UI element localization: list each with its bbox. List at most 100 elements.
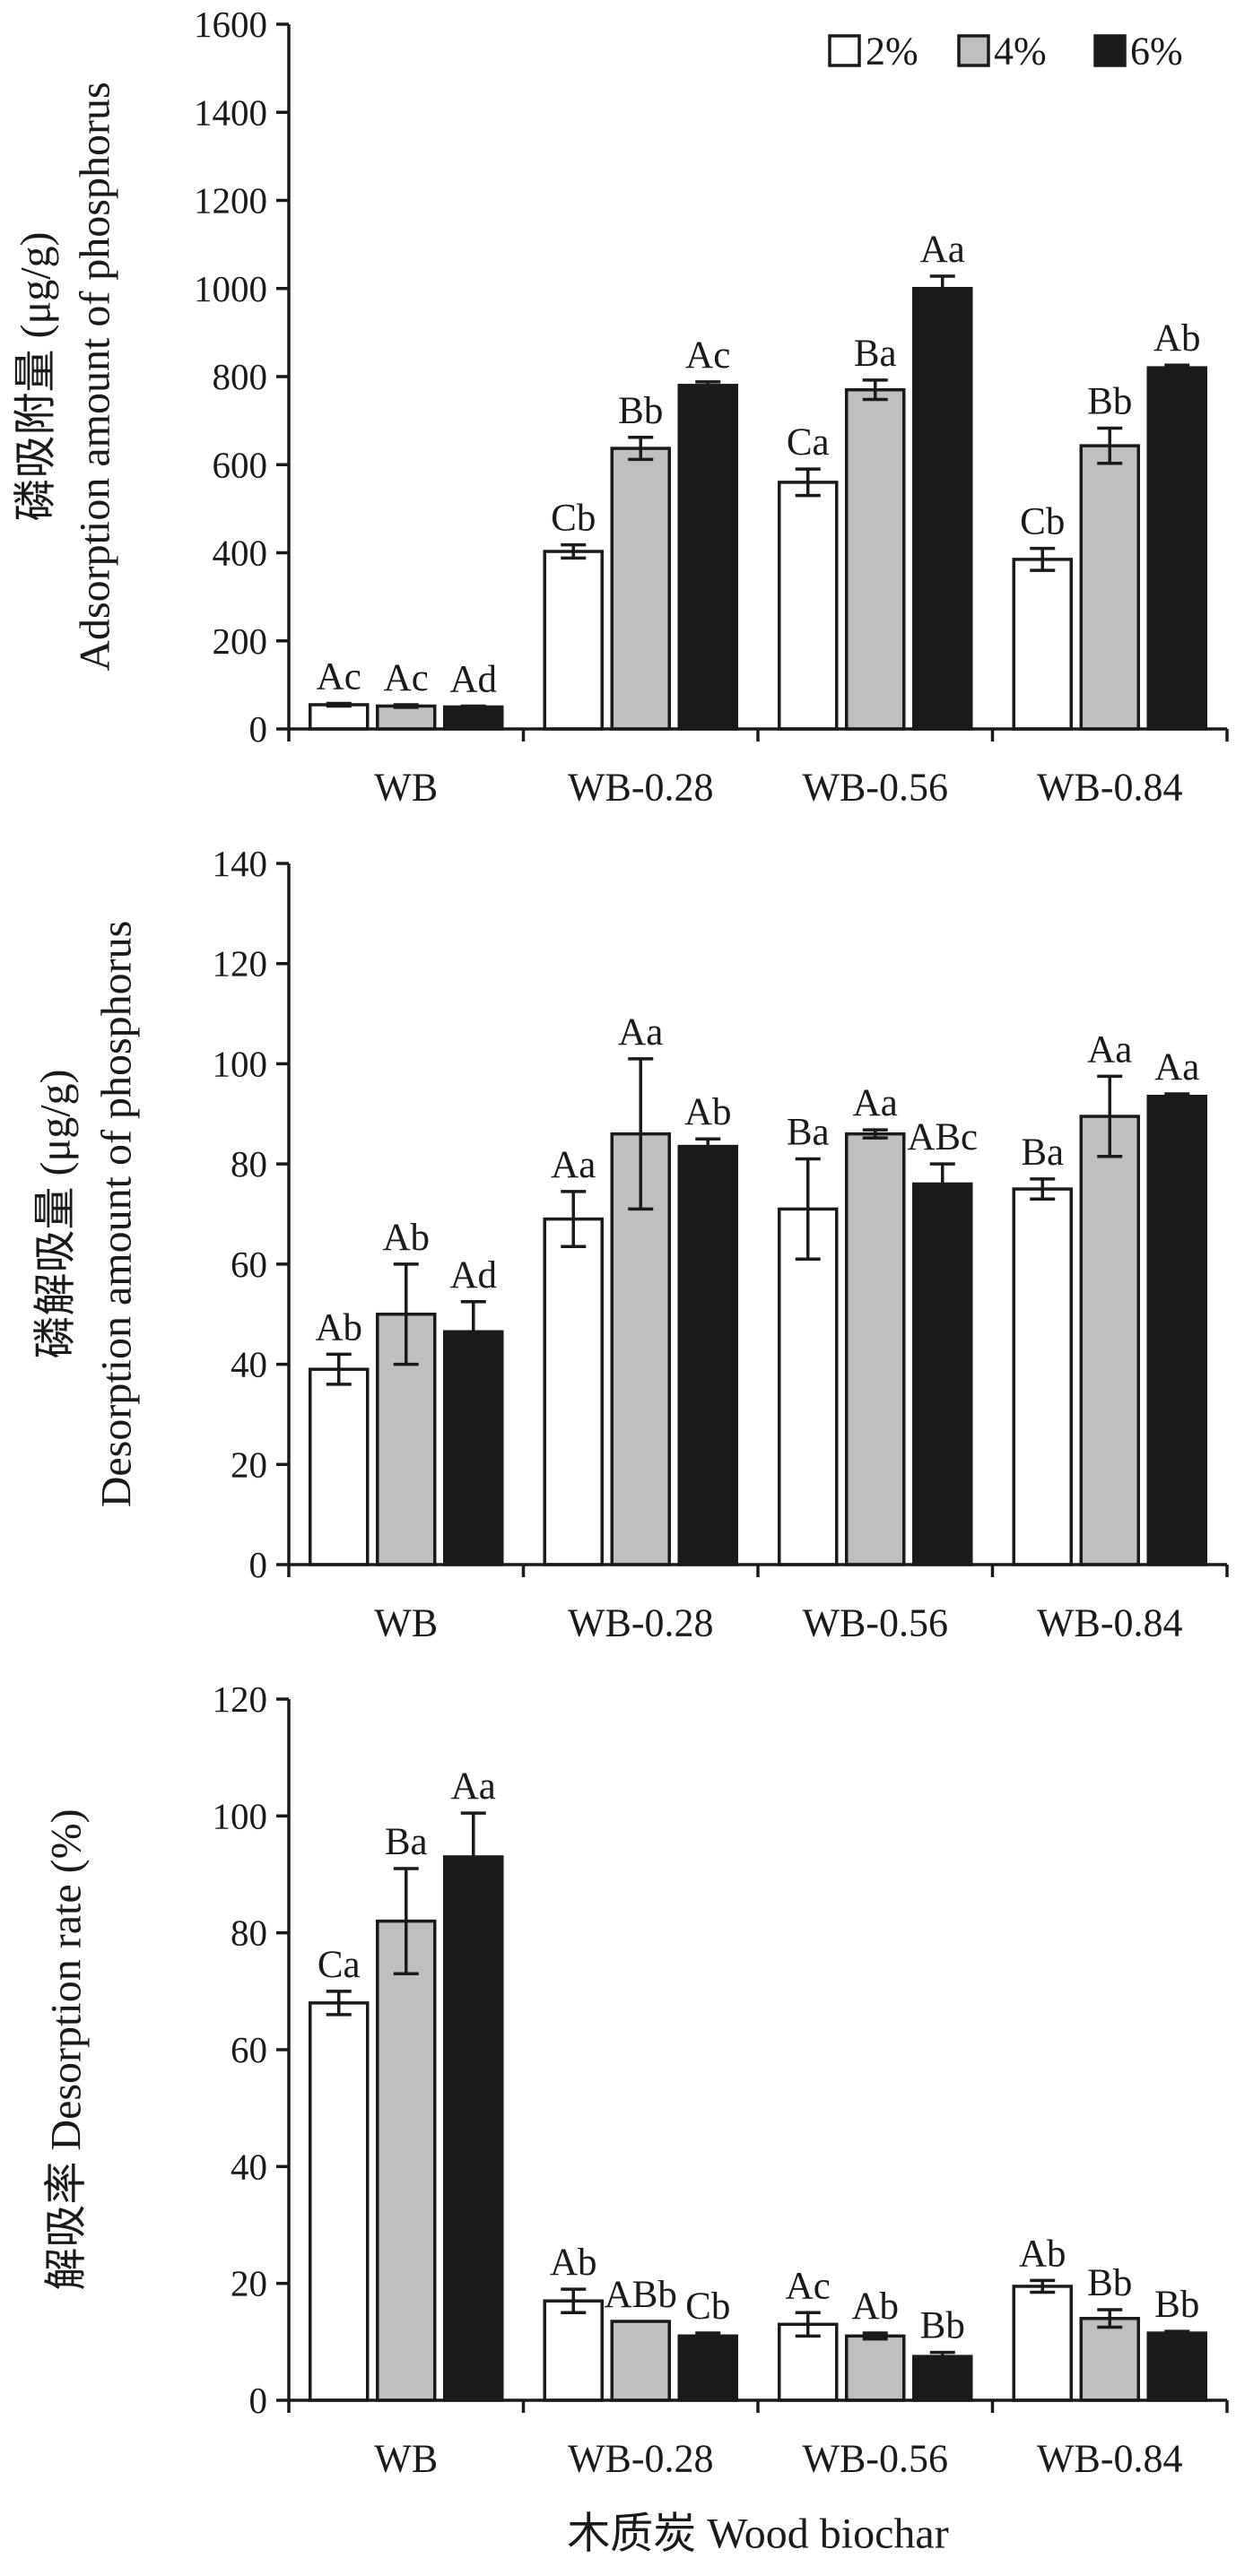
significance-letter: Ac [384,657,429,699]
bar-4pct [845,387,906,731]
significance-letter: Ca [787,421,830,464]
significance-letter: Cb [1020,501,1065,543]
bar-6pct [912,1182,973,1566]
significance-letter: Ab [1153,317,1201,360]
significance-letter: Aa [551,1144,596,1186]
y-tick-label: 20 [231,2263,267,2304]
significance-letter: Ab [550,2242,597,2284]
x-axis-title: 木质炭 Wood biochar [567,2511,948,2558]
x-category-label: WB-0.84 [1037,1601,1183,1645]
significance-letter: Ab [382,1217,430,1259]
y-axis-label-cn: 磷吸附量 (μg/g) [13,231,60,521]
significance-letter: Bb [1087,2262,1132,2304]
significance-letter: Ab [315,1306,362,1349]
significance-letter: Ba [385,1821,428,1863]
y-tick-label: 120 [213,943,268,984]
significance-letter: Ab [851,2285,899,2328]
bar-4pct [845,1132,906,1566]
y-tick-label: 1600 [194,4,267,45]
significance-letter: Bb [1087,380,1132,422]
y-tick-label: 600 [213,444,268,485]
y-tick-label: 120 [213,1678,268,1720]
significance-letter: Ac [317,656,361,698]
y-tick-label: 100 [213,1043,268,1084]
bar-2pct [778,481,839,731]
significance-letter: Cb [551,498,596,540]
significance-letter: Ca [318,1944,361,1986]
bar-6pct [912,287,973,731]
bar-4pct [610,2320,671,2402]
bar-6pct [443,705,504,731]
bar-6pct [912,2355,973,2402]
bar-6pct [443,1330,504,1566]
bar-4pct [1079,2317,1140,2402]
y-axis-label: 解吸率 Desorption rate (%) [43,1808,91,2290]
bar-6pct [1146,1094,1207,1566]
y-tick-label: 60 [231,2029,267,2070]
x-category-label: WB-0.56 [802,1601,948,1645]
significance-letter: Ba [854,333,897,375]
y-tick-label: 0 [249,708,268,750]
bar-2pct [543,550,604,731]
significance-letter: Ba [787,1112,830,1154]
significance-letter: Ab [1019,2233,1066,2275]
significance-letter: Aa [1154,1046,1199,1089]
bar-4pct [1079,444,1140,731]
x-category-label: WB-0.56 [802,766,948,810]
legend-label-6pct: 6% [1130,30,1183,74]
y-axis-label-en: Desorption amount of phosphorus [93,921,141,1508]
bar-4pct [376,1919,437,2402]
bar-2pct [309,703,370,731]
significance-letter: Cb [685,2285,730,2328]
x-category-label: WB-0.84 [1037,766,1183,810]
bar-2pct [309,2001,370,2402]
y-tick-label: 40 [231,2146,267,2187]
y-tick-label: 400 [213,533,268,574]
bar-4pct [376,704,437,731]
significance-letter: Ba [1021,1132,1064,1174]
y-axis-label-en: Adsorption amount of phosphorus [72,82,119,671]
y-tick-label: 40 [231,1344,267,1385]
significance-letter: Ab [684,1091,732,1133]
x-category-label: WB [374,2437,438,2481]
y-tick-label: 200 [213,620,268,662]
x-category-label: WB-0.84 [1037,2437,1183,2481]
y-tick-label: 0 [249,1544,268,1585]
significance-letter: Bb [618,390,663,432]
significance-letter: Bb [920,2305,965,2347]
y-tick-label: 20 [231,1444,267,1485]
bar-2pct [1012,558,1073,731]
y-tick-label: 80 [231,1912,267,1954]
legend-swatch-4pct [957,34,990,67]
x-category-label: WB [374,766,438,810]
significance-letter: Ad [449,658,497,700]
y-tick-label: 80 [231,1143,267,1184]
significance-letter: Aa [618,1011,663,1054]
y-tick-label: 1000 [194,268,267,309]
x-category-label: WB [374,1601,438,1645]
bar-2pct [543,2299,604,2402]
chart-panel-desorption-rate: 0 20 40 60 80 100 120 WB WB-0.28 WB-0.56 WB-0.84 Ca… [213,1678,1229,2481]
significance-letter: Aa [853,1082,898,1124]
significance-letter: Aa [451,1765,496,1808]
bar-6pct [1146,366,1207,731]
bar-4pct [610,447,671,731]
bar-2pct [1012,1187,1073,1566]
x-category-label: WB-0.28 [568,2437,714,2481]
bar-2pct [543,1217,604,1566]
y-axis-label-cn: 磷解吸量 (μg/g) [32,1069,80,1358]
bar-4pct [845,2334,906,2402]
legend-label-4pct: 4% [994,30,1047,74]
y-tick-label: 100 [213,1795,268,1836]
significance-letter: Aa [1087,1028,1132,1071]
significance-letter: Aa [920,229,965,271]
legend-swatch-6pct [1093,34,1127,67]
bar-6pct [677,1144,738,1566]
bar-2pct [1012,2285,1073,2402]
y-tick-label: 800 [213,356,268,397]
legend: 2% 4% 6% [828,30,1183,74]
significance-letter: Ac [786,2265,831,2307]
bar-2pct [778,1207,839,1566]
y-tick-label: 1200 [194,180,267,221]
